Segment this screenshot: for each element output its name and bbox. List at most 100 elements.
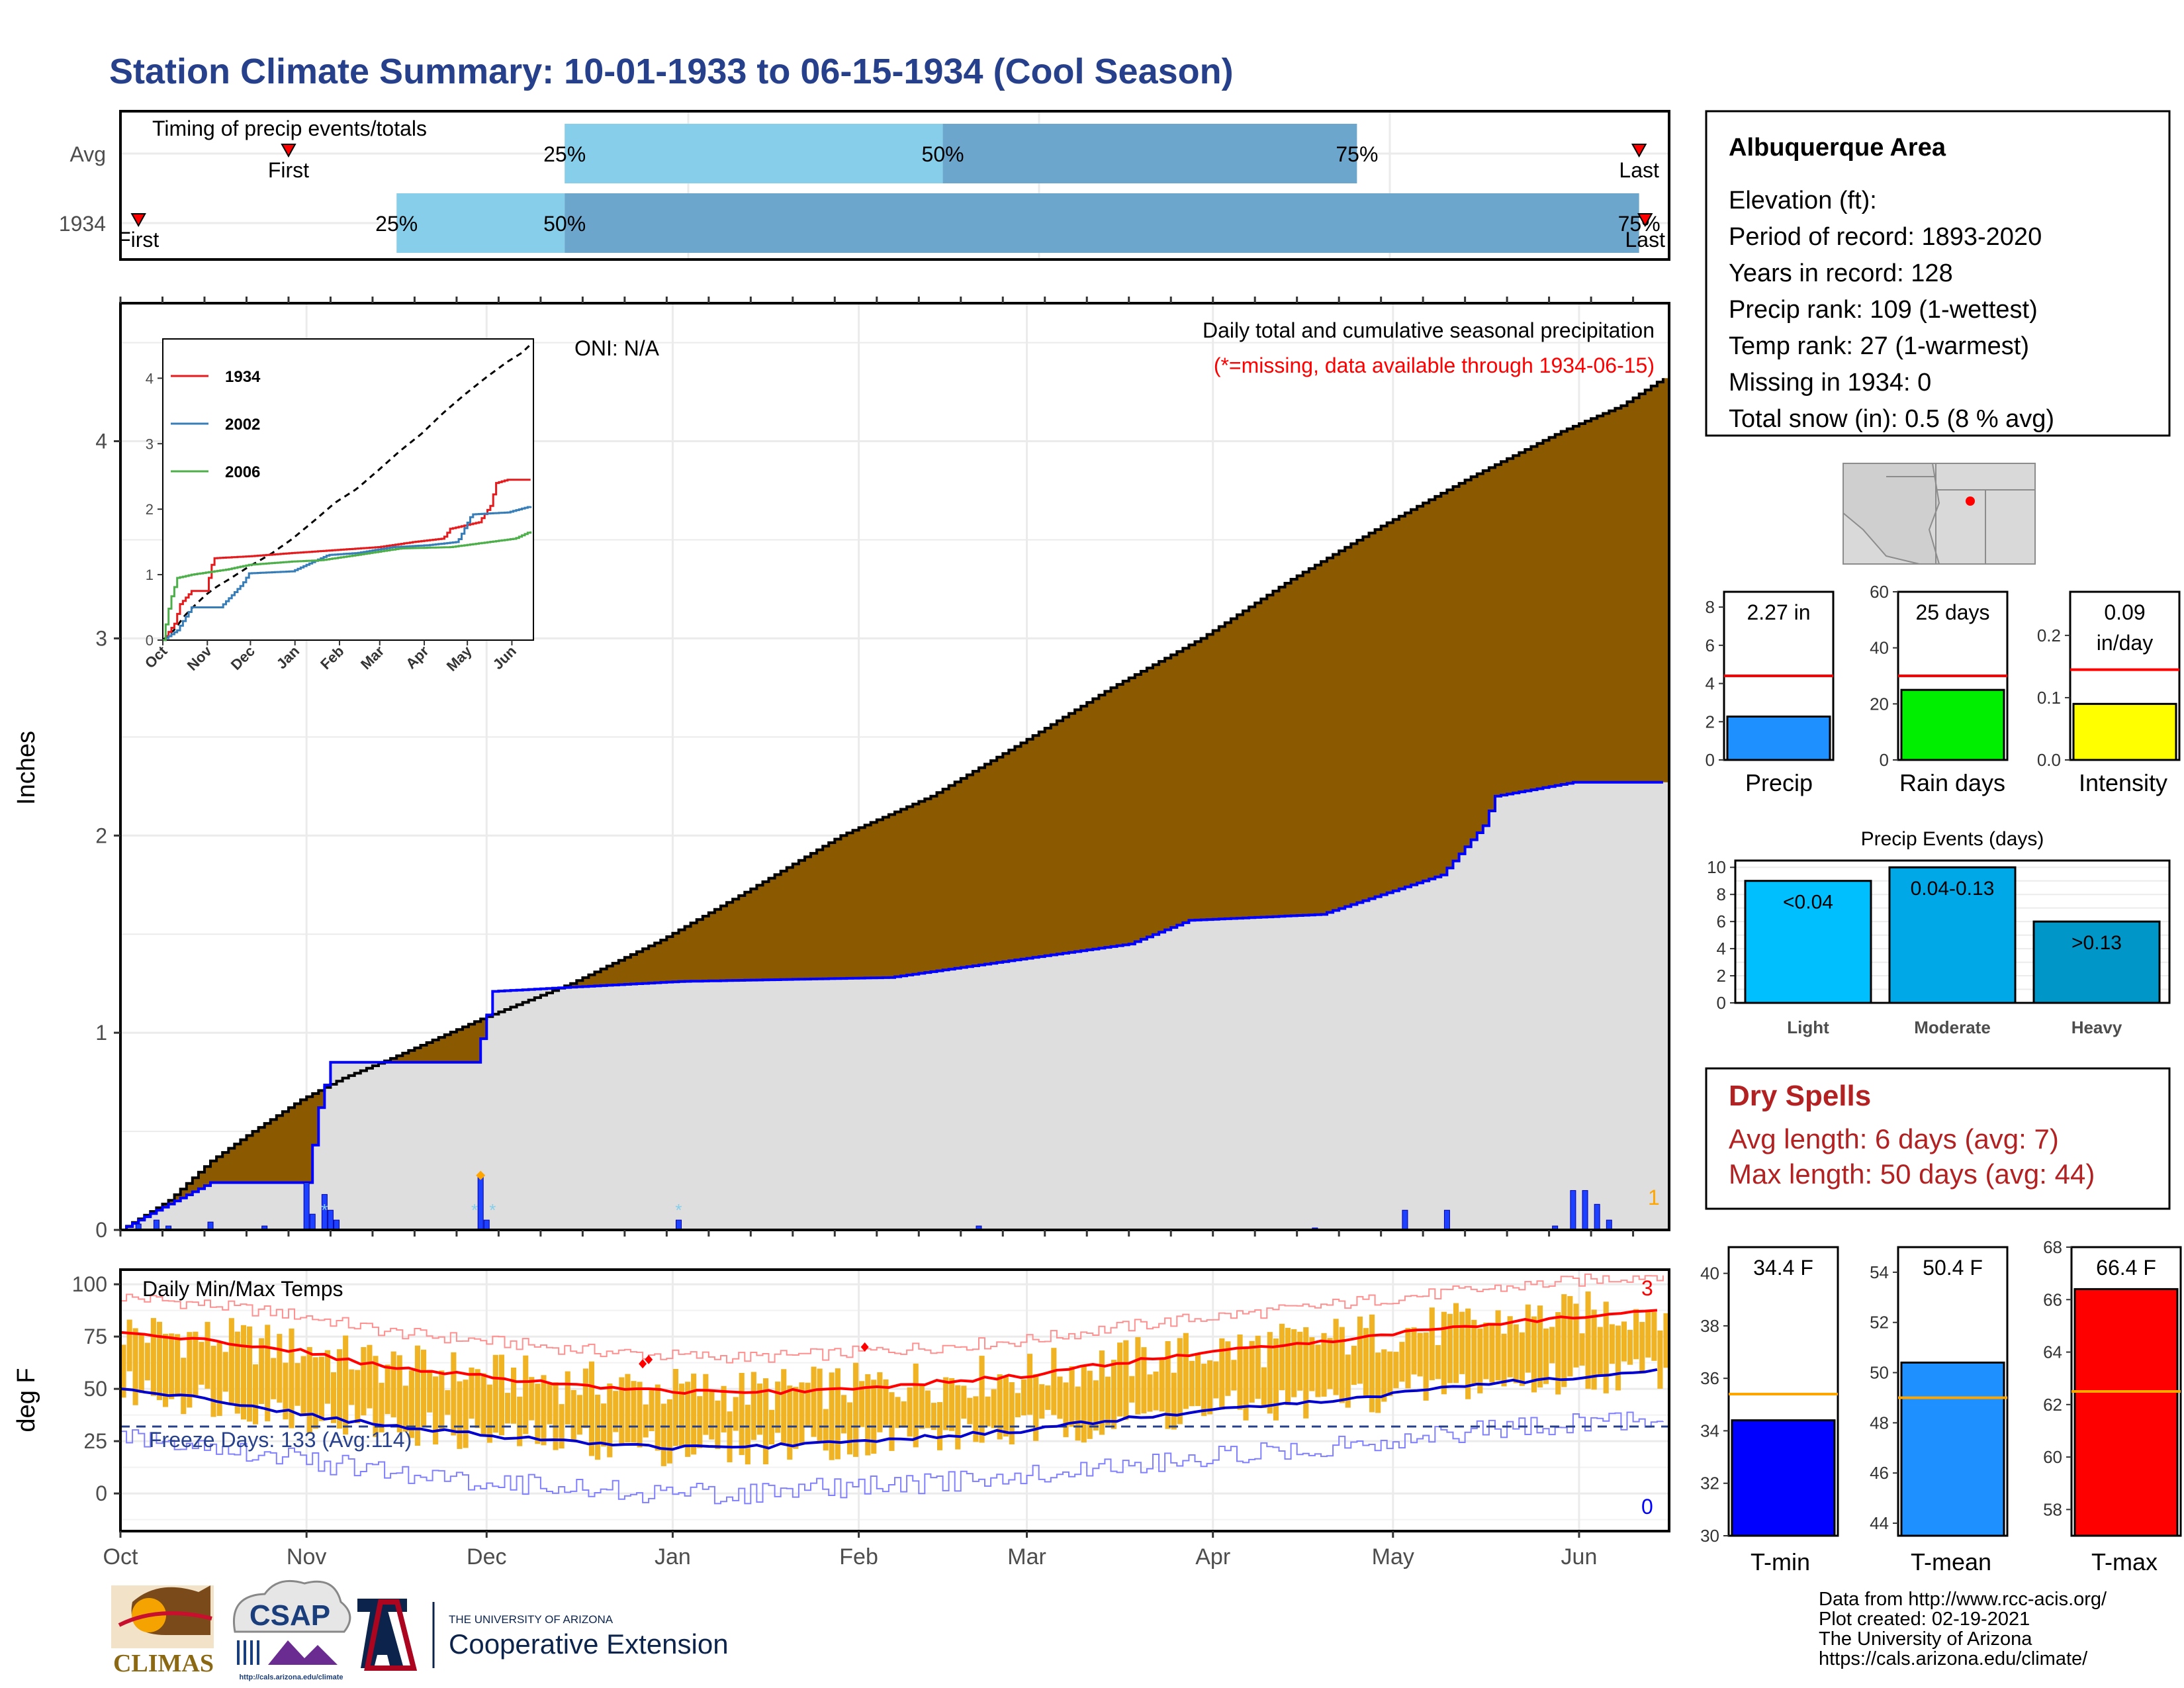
y-tick-label: 0 — [95, 1481, 107, 1505]
daily-temp-bar — [337, 1349, 343, 1429]
inset-y-tick-label: 1 — [146, 567, 154, 583]
x-tick-label: Jan — [655, 1544, 691, 1570]
daily-temp-bar — [1645, 1310, 1651, 1358]
daily-temp-bar — [721, 1385, 727, 1432]
daily-temp-bar — [1411, 1327, 1417, 1375]
daily-temp-bar — [1201, 1364, 1207, 1417]
daily-temp-bar — [343, 1335, 349, 1435]
y-tick-label: 100 — [72, 1272, 107, 1296]
daily-temp-bar — [781, 1369, 787, 1443]
daily-temp-bar — [547, 1382, 553, 1425]
daily-temp-bar — [1603, 1301, 1609, 1393]
daily-temp-bar — [793, 1387, 799, 1449]
daily-temp-bar — [367, 1344, 373, 1409]
daily-temp-bar — [469, 1367, 475, 1419]
daily-temp-bar — [709, 1391, 715, 1440]
daily-temp-bar — [763, 1378, 769, 1465]
daily-temp-bar — [1033, 1374, 1039, 1441]
daily-temp-bar — [979, 1356, 985, 1443]
event-category-label: Heavy — [2071, 1017, 2122, 1037]
daily-temp-bar — [1435, 1344, 1441, 1380]
ua-logo: THE UNIVERSITY OF ARIZONA Cooperative Ex… — [357, 1599, 729, 1671]
daily-precip-bar — [1594, 1203, 1600, 1231]
record-high-line — [120, 1273, 1664, 1364]
first-event-marker — [281, 144, 296, 158]
oni-label: ONI: N/A — [574, 336, 660, 360]
dry-spells-max: Max length: 50 days (avg: 44) — [1729, 1158, 2095, 1190]
daily-temp-bar — [222, 1352, 228, 1392]
daily-temp-bar — [1297, 1331, 1303, 1391]
daily-temp-bar — [846, 1402, 852, 1455]
summary-y-tick-label: 38 — [1700, 1316, 1719, 1336]
daily-temp-bar — [853, 1362, 859, 1457]
daily-temp-bar — [1375, 1352, 1381, 1413]
daily-temp-bar — [751, 1372, 756, 1440]
daily-temp-bar — [1543, 1329, 1549, 1384]
summary-y-tick-label: 68 — [2043, 1237, 2062, 1257]
daily-temp-bar — [1003, 1376, 1009, 1437]
info-line: Precip rank: 109 (1-wettest) — [1729, 296, 2038, 324]
daily-temp-bar — [901, 1401, 907, 1428]
summary-bar-value — [1731, 1419, 1836, 1537]
daily-temp-bar — [138, 1334, 144, 1393]
daily-temp-bar — [271, 1358, 277, 1399]
daily-temp-bar — [1615, 1325, 1621, 1391]
event-y-tick-label: 8 — [1717, 884, 1726, 904]
daily-temp-bar — [150, 1318, 156, 1396]
daily-temp-bar — [1651, 1312, 1657, 1361]
x-tick-label: Nov — [287, 1544, 326, 1570]
precip-ylabel: Inches — [13, 731, 40, 805]
daily-temp-bar — [1291, 1329, 1297, 1397]
credits-text: Data from http://www.rcc-acis.org/ Plot … — [1819, 1589, 2107, 1669]
daily-temp-bar — [1237, 1335, 1243, 1410]
record-temp-marker — [860, 1342, 869, 1352]
daily-temp-bar — [841, 1395, 846, 1434]
daily-temp-bar — [1351, 1346, 1357, 1385]
y-tick-label: 75 — [83, 1325, 107, 1348]
daily-temp-bar — [1219, 1338, 1225, 1410]
daily-temp-bar — [1057, 1376, 1063, 1419]
daily-temp-bar — [943, 1377, 949, 1430]
year-cumulative-area — [120, 782, 1669, 1230]
station-location-marker — [1966, 496, 1975, 506]
avg-max-temp-line — [120, 1309, 1658, 1395]
daily-temp-bar — [588, 1361, 594, 1456]
last-event-label: Last — [1619, 158, 1659, 182]
daily-temp-bar — [553, 1382, 559, 1450]
daily-temp-bar — [1147, 1374, 1153, 1412]
daily-temp-bar — [1579, 1333, 1585, 1366]
daily-temp-bar — [1471, 1319, 1477, 1385]
daily-temp-bar — [649, 1389, 655, 1431]
climas-logo-text: CLIMAS — [113, 1650, 214, 1677]
daily-temp-bar — [511, 1368, 517, 1424]
event-bar — [1744, 880, 1872, 1004]
temp-summary-bars: 30 32 34 36 38 40 34.4 F 44 46 48 50 52 54 50.4 F 58… — [1700, 1237, 2182, 1575]
daily-temp-bar — [253, 1364, 259, 1425]
daily-temp-bar — [300, 1356, 306, 1417]
daily-temp-bar — [859, 1381, 865, 1427]
daily-temp-bar — [312, 1357, 318, 1429]
first-event-label: First — [268, 158, 309, 182]
daily-temp-bar — [931, 1403, 936, 1430]
summary-y-tick-label: 4 — [1706, 674, 1715, 694]
inset-average-line — [161, 344, 531, 641]
daily-temp-bar — [1429, 1307, 1435, 1380]
daily-temp-bar — [1129, 1376, 1135, 1403]
daily-temp-bar — [955, 1385, 961, 1450]
summary-y-tick-label: 64 — [2043, 1342, 2062, 1362]
daily-temp-bar — [1519, 1332, 1525, 1386]
daily-temp-bar — [1273, 1338, 1279, 1421]
daily-temp-bar — [1117, 1342, 1123, 1417]
daily-temp-bar — [1417, 1333, 1423, 1377]
daily-temp-bar — [289, 1329, 295, 1429]
daily-temp-bar — [492, 1354, 498, 1433]
daily-temp-bar — [361, 1347, 367, 1416]
daily-temp-bar — [1027, 1354, 1033, 1415]
daily-temp-bar — [259, 1338, 265, 1404]
inset-y-tick-label: 0 — [146, 632, 154, 649]
daily-temp-bar — [181, 1358, 187, 1415]
event-bar-label: <0.04 — [1783, 892, 1833, 914]
timing-percent-label: 75% — [1336, 142, 1378, 166]
summary-y-tick-label: 60 — [2043, 1447, 2062, 1467]
